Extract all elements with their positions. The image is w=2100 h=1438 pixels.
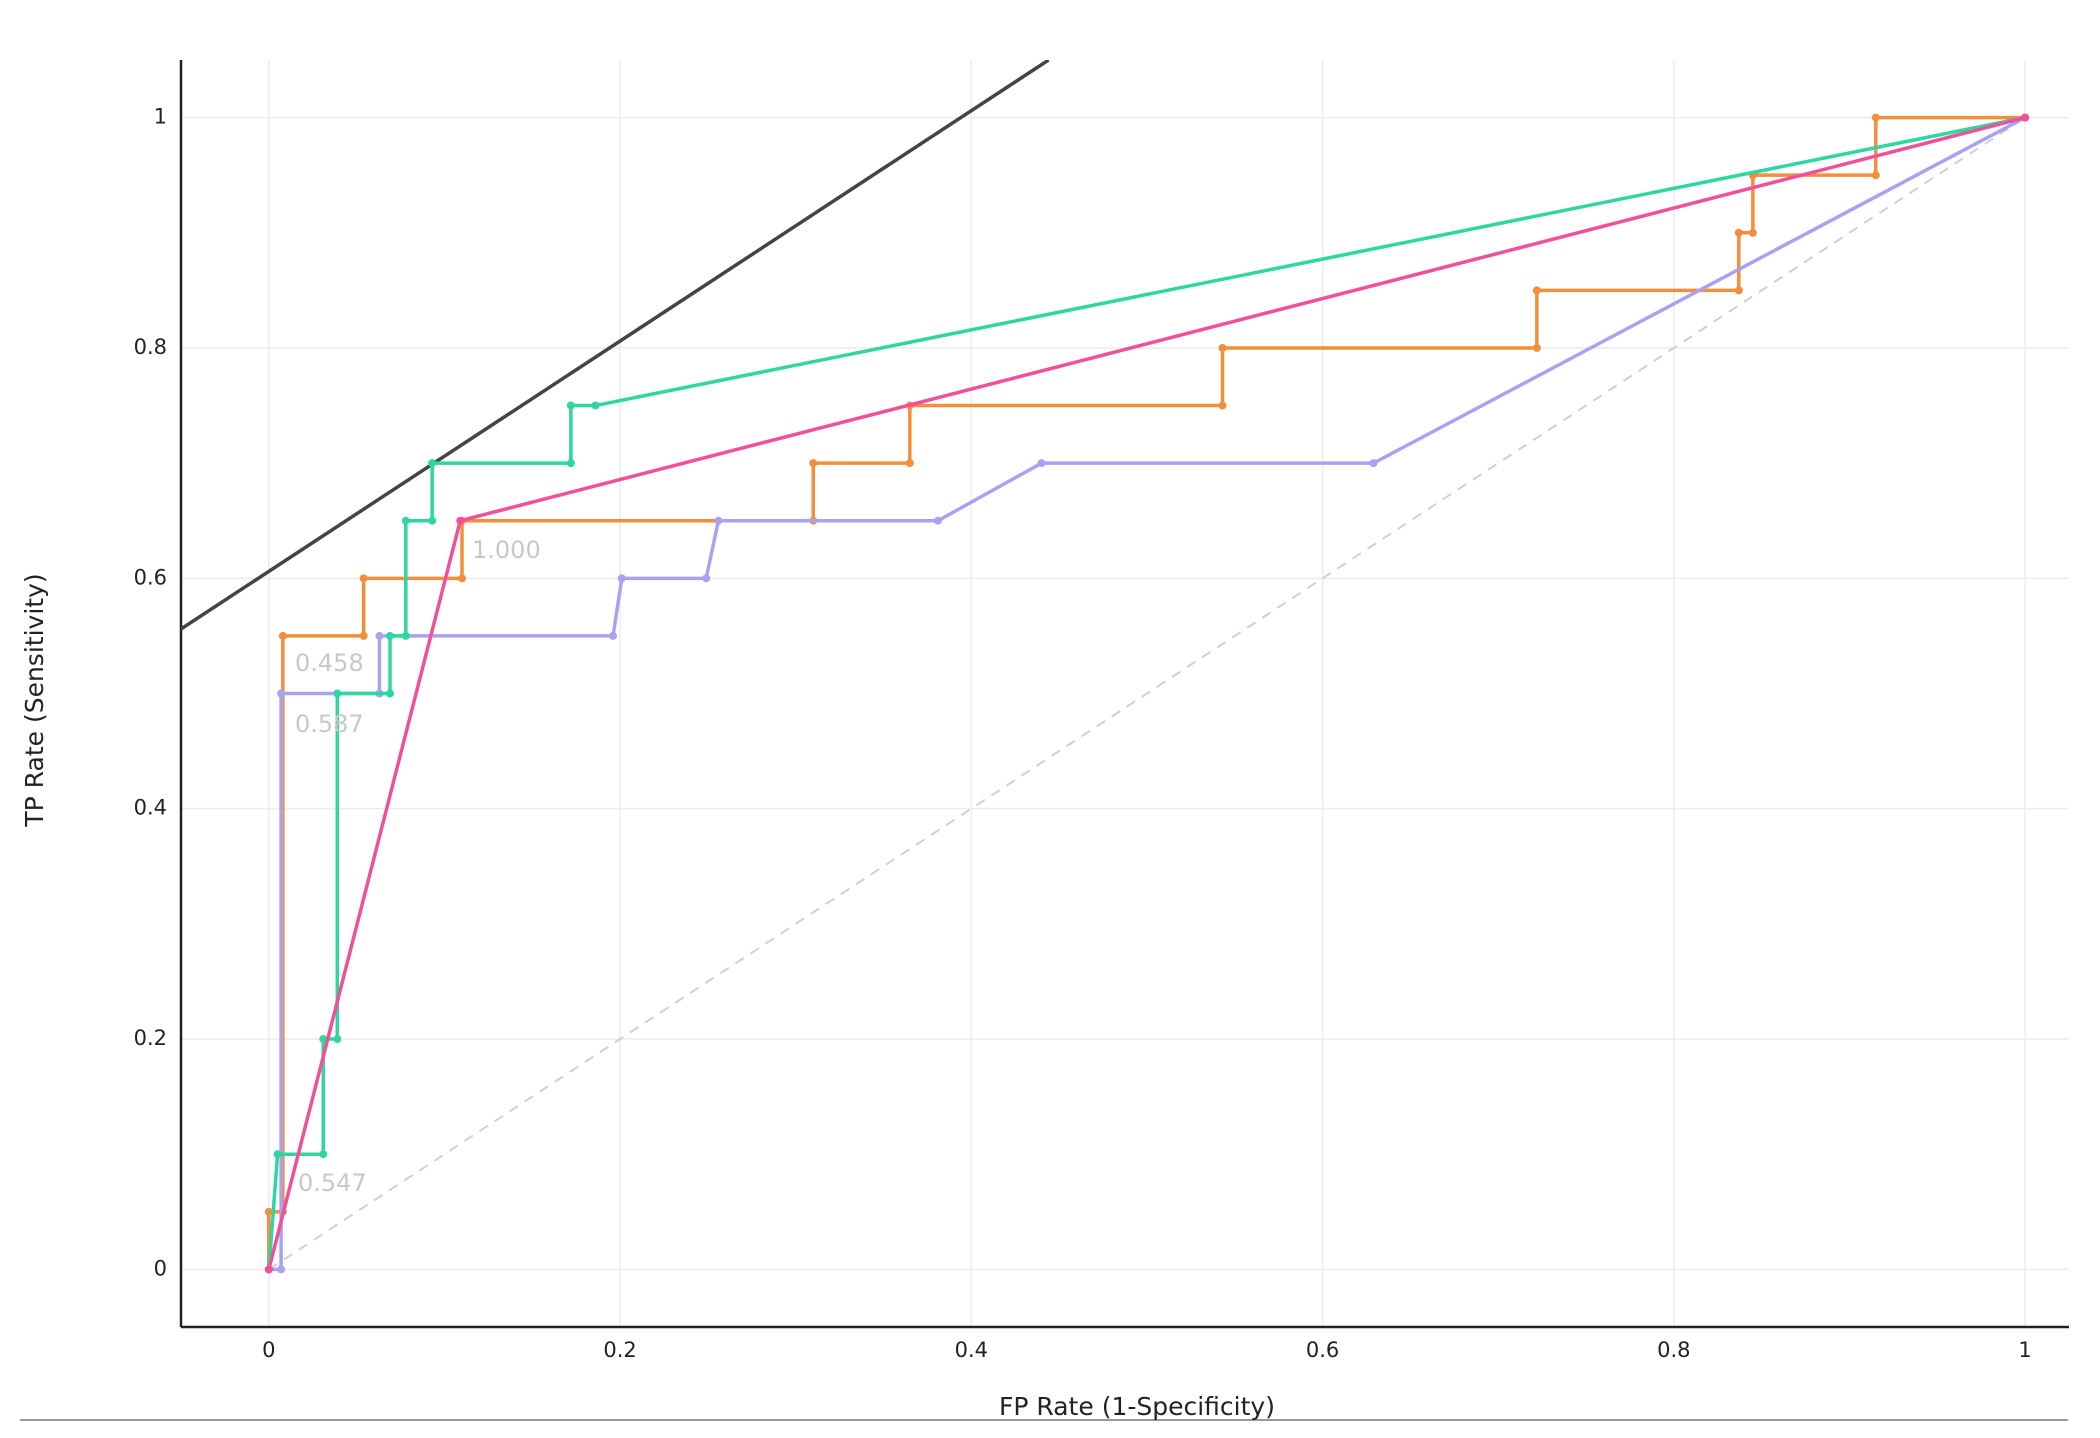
point <box>1532 286 1541 295</box>
annotation: 0.547 <box>298 1169 367 1197</box>
x-tick-label: 0.8 <box>1657 1338 1690 1362</box>
point <box>273 1150 282 1159</box>
point <box>428 516 437 525</box>
point <box>359 631 368 640</box>
point <box>385 631 394 640</box>
point <box>277 1265 286 1274</box>
point <box>714 516 723 525</box>
point <box>1734 228 1743 237</box>
point <box>277 689 286 698</box>
point <box>375 631 384 640</box>
point <box>2021 113 2030 122</box>
point <box>319 1035 328 1044</box>
point <box>591 401 600 410</box>
point <box>609 631 618 640</box>
point <box>1532 343 1541 352</box>
point <box>333 689 342 698</box>
x-tick-label: 0 <box>262 1338 275 1362</box>
point <box>702 574 711 583</box>
point <box>566 401 575 410</box>
point <box>1037 459 1046 468</box>
point <box>566 459 575 468</box>
y-tick-label: 0.8 <box>134 335 167 359</box>
point <box>319 1150 328 1159</box>
point <box>933 516 942 525</box>
point <box>456 516 465 525</box>
point <box>458 574 467 583</box>
point <box>809 459 818 468</box>
roc-line <box>181 60 1050 631</box>
point <box>385 689 394 698</box>
point <box>617 574 626 583</box>
point <box>401 631 410 640</box>
annotation: 0.587 <box>295 710 364 738</box>
annotation: 0.458 <box>295 649 364 677</box>
point <box>1748 228 1757 237</box>
point <box>401 516 410 525</box>
point <box>333 1035 342 1044</box>
y-tick-label: 0.6 <box>134 565 167 589</box>
y-tick-label: 0.2 <box>134 1026 167 1050</box>
x-tick-label: 0.6 <box>1306 1338 1339 1362</box>
x-tick-label: 1 <box>2018 1338 2031 1362</box>
point <box>428 459 437 468</box>
point <box>1218 343 1227 352</box>
point <box>1734 286 1743 295</box>
y-tick-label: 0.4 <box>134 796 167 820</box>
y-tick-label: 0 <box>154 1256 167 1280</box>
point <box>264 1207 273 1216</box>
point <box>1871 113 1880 122</box>
roc-line <box>268 116 2026 1271</box>
y-tick-label: 1 <box>154 105 167 129</box>
point <box>1369 459 1378 468</box>
point <box>278 631 287 640</box>
point <box>905 459 914 468</box>
point <box>1218 401 1227 410</box>
x-axis-label: FP Rate (1-Specificity) <box>999 1392 1275 1421</box>
y-axis-label: TP Rate (Sensitivity) <box>20 573 49 827</box>
x-tick-label: 0.4 <box>955 1338 988 1362</box>
point <box>1871 171 1880 180</box>
annotation: 1.000 <box>472 536 541 564</box>
roc-line <box>267 115 2026 1270</box>
point <box>359 574 368 583</box>
x-tick-label: 0.2 <box>603 1338 636 1362</box>
point <box>264 1265 273 1274</box>
